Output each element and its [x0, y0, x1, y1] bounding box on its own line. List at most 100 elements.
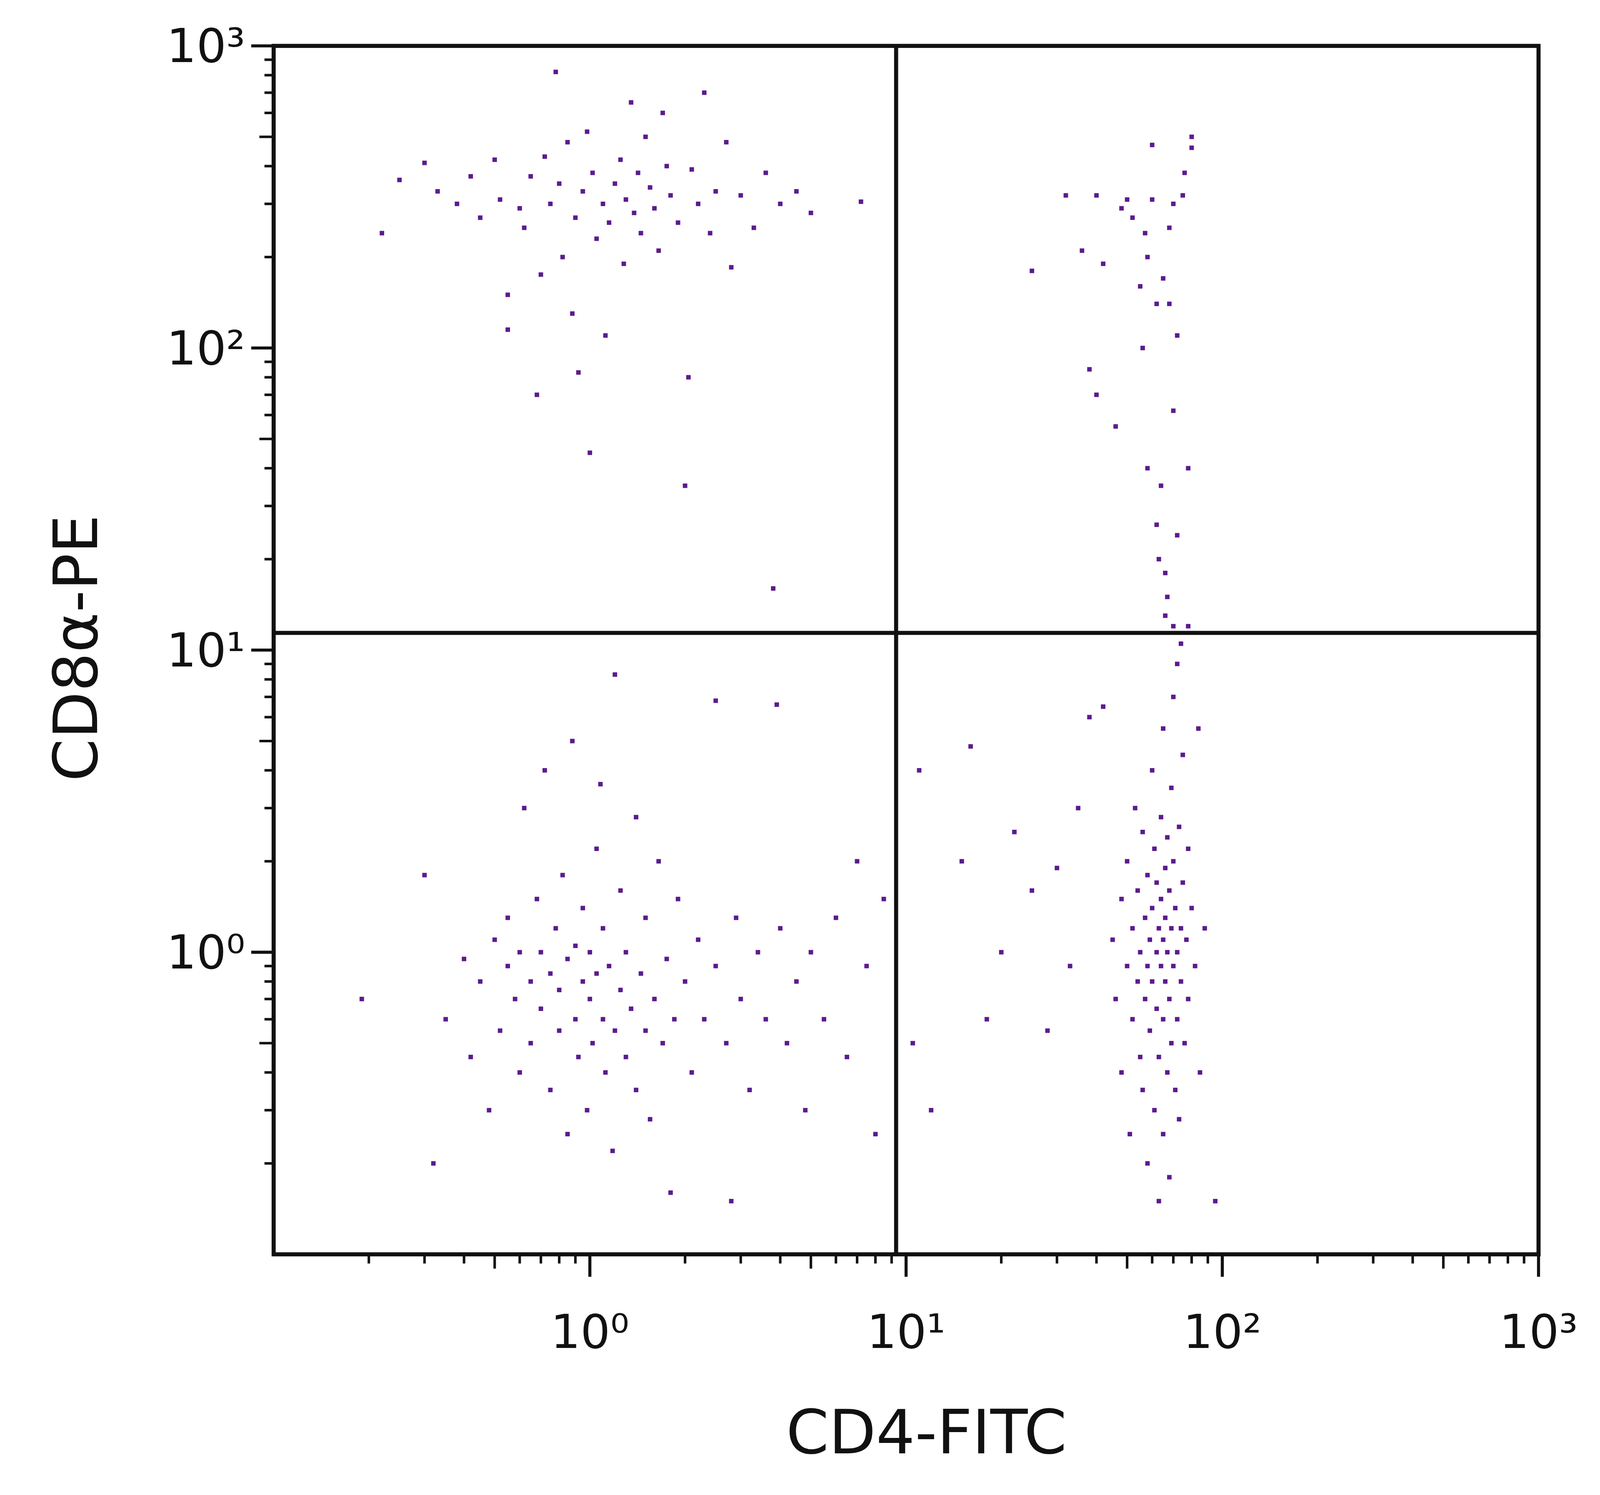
point [959, 859, 965, 864]
point [560, 872, 565, 878]
point [1140, 1087, 1145, 1093]
point [505, 292, 510, 298]
point [774, 702, 780, 708]
quadrant-gate [894, 45, 899, 1255]
point [660, 110, 665, 116]
point [647, 1117, 653, 1123]
point [1178, 641, 1184, 647]
point [873, 1132, 878, 1137]
point [1160, 726, 1166, 732]
point [580, 189, 585, 194]
point [1212, 1199, 1218, 1204]
point [733, 915, 739, 921]
point [682, 483, 688, 489]
point [1130, 215, 1135, 220]
point [707, 230, 713, 236]
point [1150, 768, 1155, 773]
point [606, 220, 612, 225]
point [565, 1132, 570, 1137]
point [1162, 570, 1168, 576]
point [1178, 926, 1184, 931]
point [1087, 715, 1092, 720]
point [1130, 1017, 1135, 1022]
point [1135, 979, 1140, 985]
point [638, 230, 644, 236]
point [1094, 392, 1099, 398]
point [517, 206, 523, 211]
point [1189, 145, 1195, 150]
point [1167, 301, 1172, 307]
point [1154, 522, 1160, 528]
point [1147, 1028, 1153, 1034]
point [1172, 906, 1178, 911]
point [668, 193, 673, 198]
minor-tick [259, 1042, 274, 1045]
point [1182, 170, 1188, 176]
point [1012, 830, 1017, 835]
point [1176, 825, 1182, 830]
point [422, 160, 427, 166]
point [675, 220, 681, 225]
point [1175, 333, 1180, 338]
point [1160, 276, 1166, 281]
x-tick [1220, 1254, 1224, 1278]
point [538, 950, 544, 955]
point [585, 129, 590, 135]
point [628, 100, 634, 105]
point [1119, 206, 1124, 211]
point [656, 248, 661, 253]
point [359, 997, 365, 1002]
point [1185, 997, 1191, 1002]
point [751, 225, 757, 230]
point [573, 215, 578, 220]
point [1045, 1028, 1050, 1034]
point [1176, 1117, 1182, 1123]
point [1119, 1070, 1124, 1075]
point [1137, 1055, 1143, 1060]
point [443, 1017, 448, 1022]
point [618, 157, 623, 163]
point [1132, 806, 1138, 811]
minor-tick [809, 1254, 813, 1269]
point [1100, 261, 1106, 267]
point [547, 1087, 553, 1093]
y-tick [251, 44, 274, 48]
point [631, 210, 637, 216]
point [528, 174, 533, 179]
point [623, 197, 629, 203]
point [638, 971, 644, 977]
point [486, 1108, 492, 1113]
point [1165, 950, 1170, 955]
point [542, 768, 548, 773]
point [1171, 695, 1176, 700]
point [738, 193, 743, 198]
point [1152, 846, 1157, 852]
point [379, 230, 385, 236]
point [1029, 268, 1035, 274]
point [461, 957, 467, 962]
point [553, 69, 558, 75]
point [1130, 926, 1135, 931]
point [1079, 248, 1085, 253]
point [618, 987, 623, 993]
point [1180, 752, 1185, 758]
point [713, 964, 718, 969]
point [1158, 483, 1164, 489]
x-tick-label: 10⁰ [550, 1304, 629, 1360]
point [844, 1055, 850, 1060]
point [1184, 937, 1189, 943]
point [702, 1017, 707, 1022]
plot-frame [273, 45, 1539, 1255]
point [618, 888, 623, 894]
point [729, 1199, 734, 1204]
point [397, 177, 402, 183]
point [1175, 533, 1180, 538]
point [682, 979, 688, 985]
point [1165, 835, 1170, 840]
point [1063, 193, 1069, 198]
point [1113, 424, 1118, 429]
point [1127, 1132, 1133, 1137]
point [1150, 142, 1155, 148]
point [576, 1055, 581, 1060]
point [628, 1006, 634, 1012]
